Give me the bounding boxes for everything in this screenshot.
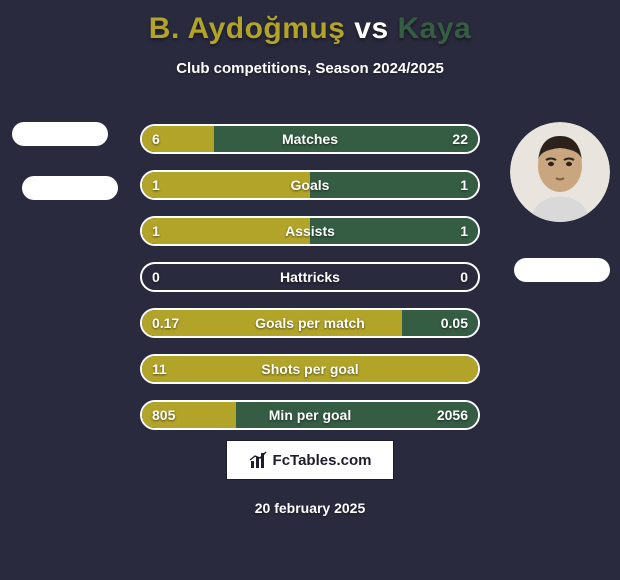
comparison-title: B. Aydoğmuş vs Kaya — [0, 0, 620, 46]
stat-label: Matches — [282, 131, 338, 147]
stat-fill-right — [214, 126, 478, 152]
stat-label: Hattricks — [280, 269, 340, 285]
stat-label: Goals — [291, 177, 330, 193]
stat-fill-left — [142, 172, 310, 198]
stat-label: Assists — [285, 223, 335, 239]
stat-value-right: 0.05 — [441, 315, 468, 331]
stats-bars: 6Matches221Goals11Assists10Hattricks00.1… — [140, 124, 480, 446]
stat-value-right: 22 — [452, 131, 468, 147]
snapshot-date: 20 february 2025 — [0, 500, 620, 516]
stat-value-right: 0 — [460, 269, 468, 285]
stat-label: Goals per match — [255, 315, 365, 331]
stat-label: Min per goal — [269, 407, 351, 423]
stat-row: 11 Shots per goal — [140, 354, 480, 384]
brand-text: FcTables.com — [273, 452, 372, 469]
brand-chart-icon — [249, 450, 269, 470]
stat-value-left: 0 — [152, 269, 160, 285]
stat-value-right: 1 — [460, 177, 468, 193]
stat-row: 6 Matches 22 — [140, 124, 480, 154]
stat-row: 0.17 Goals per match 0.05 — [140, 308, 480, 338]
stat-value-left: 1 — [152, 223, 160, 239]
title-player2: Kaya — [397, 12, 471, 45]
subtitle: Club competitions, Season 2024/2025 — [0, 60, 620, 77]
stat-row: 1 Assists 1 — [140, 216, 480, 246]
stat-value-left: 1 — [152, 177, 160, 193]
stat-value-right: 1 — [460, 223, 468, 239]
stat-fill-right — [310, 218, 478, 244]
stat-label: Shots per goal — [261, 361, 358, 377]
stat-row: 0 Hattricks 0 — [140, 262, 480, 292]
title-player1: B. Aydoğmuş — [149, 12, 346, 45]
player2-avatar-icon — [510, 122, 610, 222]
stat-value-right: 2056 — [437, 407, 468, 423]
brand-badge: FcTables.com — [226, 440, 394, 480]
stat-row: 1 Goals 1 — [140, 170, 480, 200]
stat-value-left: 6 — [152, 131, 160, 147]
player1-pill-2 — [22, 176, 118, 200]
title-vs: vs — [345, 12, 397, 45]
player1-pill-1 — [12, 122, 108, 146]
player2-pill — [514, 258, 610, 282]
stat-value-left: 11 — [152, 361, 167, 377]
stat-value-left: 0.17 — [152, 315, 179, 331]
stat-value-left: 805 — [152, 407, 175, 423]
stat-fill-right — [310, 172, 478, 198]
player2-avatar — [510, 122, 610, 222]
stat-row: 805 Min per goal 2056 — [140, 400, 480, 430]
